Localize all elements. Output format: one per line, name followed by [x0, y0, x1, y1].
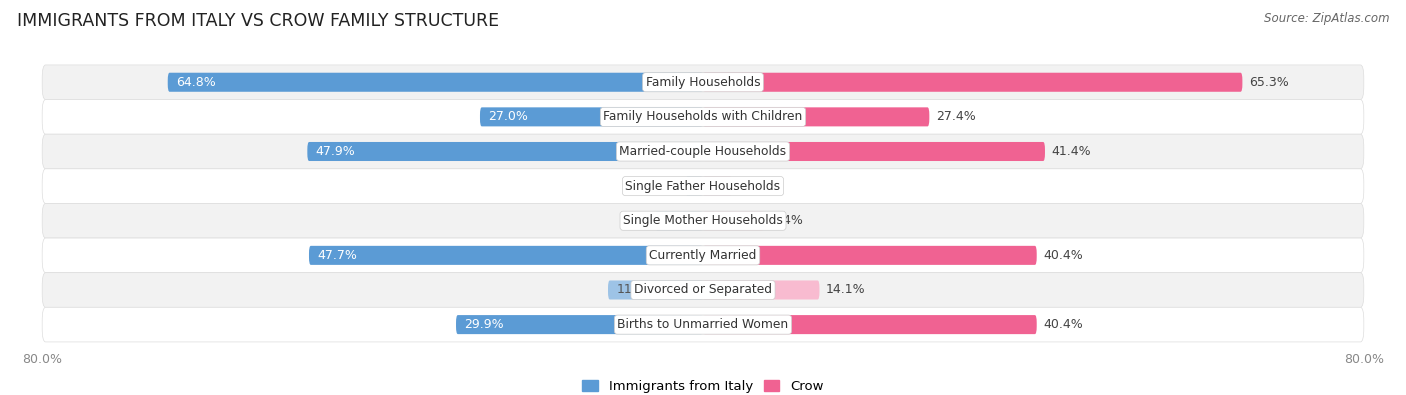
FancyBboxPatch shape — [686, 177, 703, 196]
Text: 29.9%: 29.9% — [464, 318, 503, 331]
Text: 41.4%: 41.4% — [1052, 145, 1091, 158]
FancyBboxPatch shape — [42, 169, 1364, 203]
FancyBboxPatch shape — [167, 73, 703, 92]
FancyBboxPatch shape — [479, 107, 703, 126]
FancyBboxPatch shape — [703, 280, 820, 299]
Text: IMMIGRANTS FROM ITALY VS CROW FAMILY STRUCTURE: IMMIGRANTS FROM ITALY VS CROW FAMILY STR… — [17, 12, 499, 30]
Text: 2.1%: 2.1% — [695, 180, 725, 193]
FancyBboxPatch shape — [703, 177, 733, 196]
FancyBboxPatch shape — [42, 203, 1364, 238]
FancyBboxPatch shape — [42, 238, 1364, 273]
Text: Births to Unmarried Women: Births to Unmarried Women — [617, 318, 789, 331]
Text: 65.3%: 65.3% — [1249, 76, 1289, 89]
Text: 40.4%: 40.4% — [1043, 249, 1083, 262]
Text: 27.0%: 27.0% — [488, 110, 529, 123]
FancyBboxPatch shape — [703, 315, 1036, 334]
FancyBboxPatch shape — [655, 211, 703, 230]
FancyBboxPatch shape — [703, 211, 763, 230]
FancyBboxPatch shape — [42, 65, 1364, 100]
FancyBboxPatch shape — [309, 246, 703, 265]
Text: Family Households with Children: Family Households with Children — [603, 110, 803, 123]
Text: 3.5%: 3.5% — [738, 180, 770, 193]
Text: Family Households: Family Households — [645, 76, 761, 89]
Legend: Immigrants from Italy, Crow: Immigrants from Italy, Crow — [578, 375, 828, 395]
Text: 64.8%: 64.8% — [176, 76, 215, 89]
Text: Married-couple Households: Married-couple Households — [620, 145, 786, 158]
FancyBboxPatch shape — [42, 307, 1364, 342]
FancyBboxPatch shape — [703, 107, 929, 126]
Text: 47.9%: 47.9% — [315, 145, 356, 158]
FancyBboxPatch shape — [703, 73, 1243, 92]
Text: Currently Married: Currently Married — [650, 249, 756, 262]
FancyBboxPatch shape — [703, 246, 1036, 265]
FancyBboxPatch shape — [42, 134, 1364, 169]
FancyBboxPatch shape — [308, 142, 703, 161]
Text: 14.1%: 14.1% — [827, 284, 866, 297]
Text: 7.4%: 7.4% — [770, 214, 803, 227]
FancyBboxPatch shape — [703, 142, 1045, 161]
Text: Source: ZipAtlas.com: Source: ZipAtlas.com — [1264, 12, 1389, 25]
Text: Divorced or Separated: Divorced or Separated — [634, 284, 772, 297]
FancyBboxPatch shape — [456, 315, 703, 334]
Text: 5.8%: 5.8% — [664, 214, 696, 227]
Text: 47.7%: 47.7% — [318, 249, 357, 262]
Text: 11.5%: 11.5% — [616, 284, 657, 297]
Text: 40.4%: 40.4% — [1043, 318, 1083, 331]
FancyBboxPatch shape — [42, 273, 1364, 307]
FancyBboxPatch shape — [607, 280, 703, 299]
Text: Single Father Households: Single Father Households — [626, 180, 780, 193]
FancyBboxPatch shape — [42, 100, 1364, 134]
Text: Single Mother Households: Single Mother Households — [623, 214, 783, 227]
Text: 27.4%: 27.4% — [936, 110, 976, 123]
